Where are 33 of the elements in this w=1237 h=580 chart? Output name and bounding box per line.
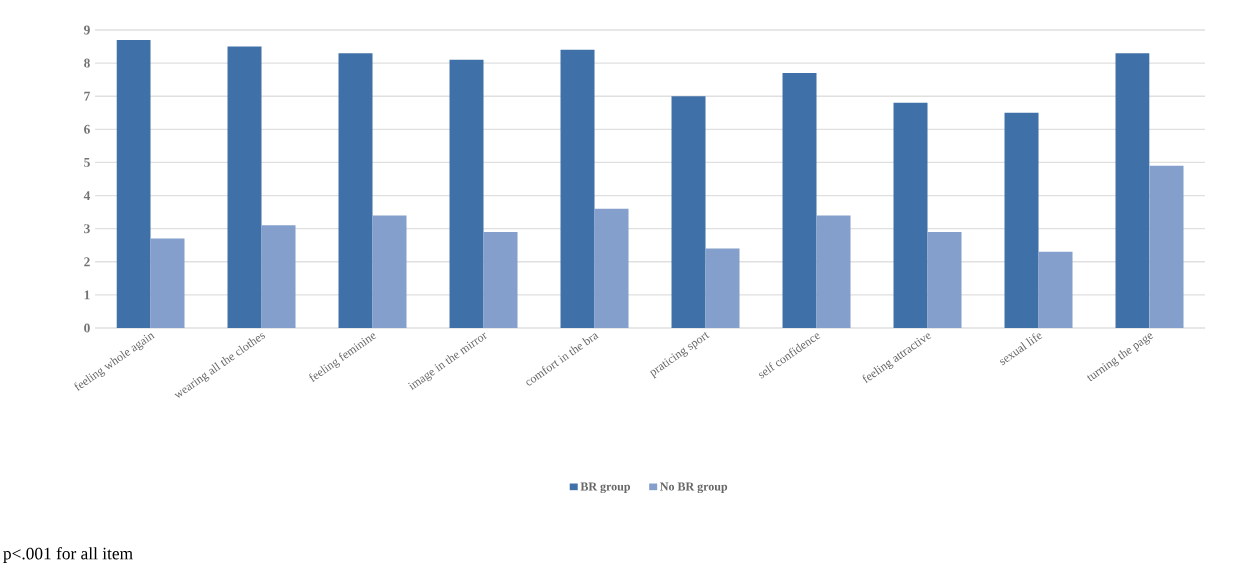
bar xyxy=(560,49,595,328)
bar xyxy=(816,215,851,328)
legend-label: No BR group xyxy=(660,482,728,494)
bar xyxy=(594,208,629,328)
y-tick-label: 9 xyxy=(83,25,90,35)
y-tick-label: 3 xyxy=(84,224,90,234)
bar xyxy=(893,102,928,328)
bar xyxy=(782,73,817,328)
bar xyxy=(150,238,185,328)
bar xyxy=(927,231,962,328)
y-tick-label: 6 xyxy=(84,124,90,134)
bar xyxy=(483,231,518,328)
y-tick-label: 0 xyxy=(84,323,90,333)
bar xyxy=(1115,53,1150,328)
bar xyxy=(1004,112,1039,328)
y-tick-label: 2 xyxy=(84,257,90,267)
y-tick-label: 5 xyxy=(84,158,90,167)
bar xyxy=(671,96,706,328)
bar xyxy=(705,248,740,328)
y-tick-label: 8 xyxy=(84,58,90,68)
y-tick-label: 4 xyxy=(83,191,91,200)
bar xyxy=(1149,165,1184,328)
text: p<.001 for all item xyxy=(3,547,133,563)
y-tick-label: 7 xyxy=(84,91,90,101)
y-tick-label: 1 xyxy=(84,290,90,300)
bar xyxy=(372,215,407,328)
bar xyxy=(449,59,484,328)
bar xyxy=(227,46,262,328)
bar xyxy=(1038,251,1073,328)
bar xyxy=(338,53,373,328)
legend-label: BR group xyxy=(580,482,631,494)
bar xyxy=(116,39,151,328)
bar xyxy=(261,225,296,328)
